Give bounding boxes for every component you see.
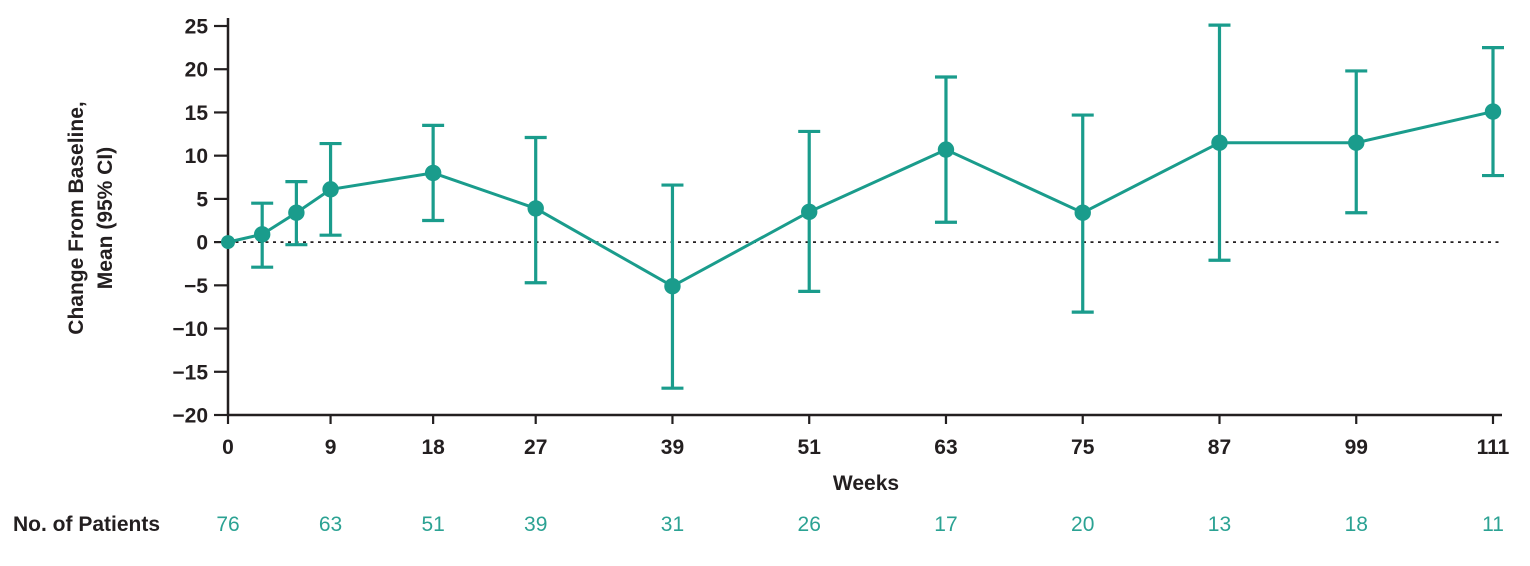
series-line: [227, 110, 1494, 288]
x-tick-label: 99: [1345, 436, 1368, 459]
patient-count-week-27: 39: [524, 513, 547, 536]
x-axis-title: Weeks: [833, 472, 899, 495]
data-point-week-87: [1211, 134, 1228, 151]
patient-count-week-99: 18: [1345, 513, 1368, 536]
data-point-week-99: [1348, 134, 1365, 151]
patient-count-week-111: 11: [1482, 513, 1504, 536]
x-tick-label: 9: [325, 436, 337, 459]
x-tick-label: 63: [934, 436, 957, 459]
x-tick-label: 18: [421, 436, 445, 459]
data-point-week-18: [424, 164, 442, 182]
data-point-week-39: [664, 277, 681, 295]
patient-count-week-75: 20: [1071, 513, 1094, 536]
y-tick-label: 20: [185, 59, 208, 82]
data-point-week-6: [288, 204, 305, 221]
data-point-week-27: [527, 200, 544, 217]
data-point-week-9: [322, 181, 339, 198]
y-tick-label: 15: [185, 102, 209, 125]
patient-count-week-18: 51: [421, 513, 444, 536]
patient-count-week-63: 17: [934, 513, 957, 536]
y-tick-label: 25: [185, 16, 209, 39]
data-point-week-0: [221, 235, 235, 250]
x-tick-label: 39: [661, 436, 684, 459]
patients-row-label: No. of Patients: [13, 513, 160, 536]
x-tick-label: 87: [1208, 436, 1231, 459]
chart-layer: 25 20 15 10 5 0 −5 −10 −15 −20 0 9 18 27 39 51 63 75 87 99 1…: [172, 16, 1509, 537]
patient-count-week-9: 63: [319, 513, 342, 536]
y-tick-label: −15: [172, 361, 208, 384]
x-tick-label: 111: [1477, 436, 1510, 459]
y-axis-title-line2: Mean (95% CI): [94, 147, 117, 289]
data-point-week-3: [253, 226, 271, 243]
data-point-week-63: [937, 141, 955, 158]
data-point-week-111: [1484, 103, 1502, 120]
x-tick-label: 51: [798, 436, 822, 459]
patient-count-week-87: 13: [1208, 513, 1231, 536]
data-point-week-51: [801, 203, 818, 221]
y-axis-title-line1: Change From Baseline,: [65, 101, 88, 334]
data-point-week-75: [1074, 204, 1091, 221]
y-tick-label: 5: [196, 188, 208, 211]
patient-count-week-39: 31: [661, 513, 684, 536]
y-tick-label: −5: [184, 275, 208, 298]
y-tick-label: 10: [185, 145, 208, 168]
y-tick-label: −20: [172, 405, 208, 428]
y-tick-label: 0: [196, 232, 208, 255]
y-tick-label: −10: [172, 318, 208, 341]
x-tick-label: 75: [1071, 436, 1095, 459]
x-tick-label: 0: [222, 436, 234, 459]
patient-count-week-0: 76: [216, 513, 239, 536]
x-tick-label: 27: [524, 436, 547, 459]
patient-count-week-51: 26: [798, 513, 821, 536]
